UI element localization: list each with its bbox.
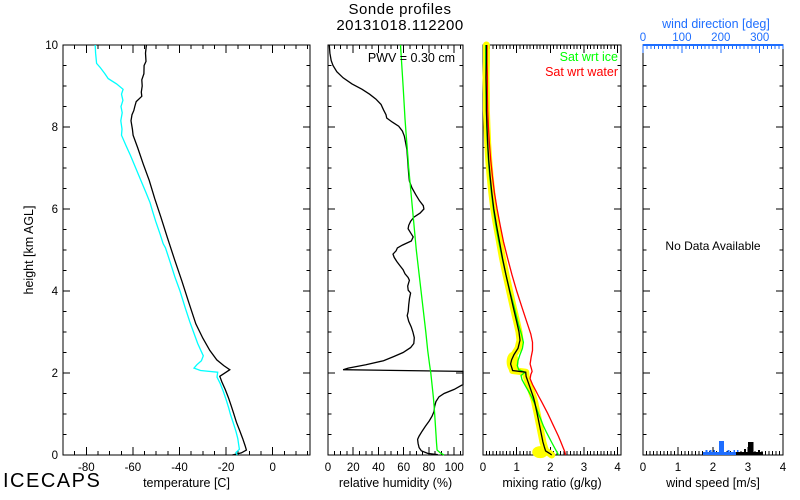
x-tick-label: -20 xyxy=(218,462,235,474)
sat-wrt-ice-line xyxy=(485,45,559,456)
x-tick-label: 60 xyxy=(397,462,410,474)
y-tick-label: 8 xyxy=(52,122,58,134)
saturation-threshold-line xyxy=(399,44,445,456)
temperature-series xyxy=(94,44,248,456)
x-tick-label: 4 xyxy=(780,462,787,474)
wind-direction-tick-label: 0 xyxy=(640,32,646,44)
x-tick-label: 3 xyxy=(581,462,587,474)
relative-humidity-series xyxy=(328,44,464,456)
sat-wrt-water-line xyxy=(486,45,567,456)
relative-humidity-axes: 0 20 40 60 80 100 xyxy=(325,44,464,474)
wind-direction-tick-label: 200 xyxy=(711,32,730,44)
y-tick-label: 4 xyxy=(52,286,59,298)
wind-speed-histogram-black xyxy=(736,442,764,455)
x-tick-label: 80 xyxy=(423,462,436,474)
x-tick-label: 2 xyxy=(710,462,716,474)
mixing-ratio-axis-label: mixing ratio (g/kg) xyxy=(502,476,602,490)
sat-ice-label: Sat wrt ice xyxy=(559,50,618,64)
x-tick-label: 20 xyxy=(347,462,360,474)
wind-speed-histogram-blue xyxy=(703,441,739,455)
temperature-line xyxy=(130,44,248,456)
icecaps-watermark: ICECAPS xyxy=(3,470,102,492)
pwv-annotation: PWV = 0.30 cm xyxy=(367,51,455,65)
chart-subtitle-datetime: 20131018.112200 xyxy=(336,17,464,34)
x-tick-label: 0 xyxy=(640,462,646,474)
x-tick-label: 1 xyxy=(675,462,681,474)
x-tick-label: 3 xyxy=(745,462,751,474)
y-tick-label: 0 xyxy=(52,450,58,462)
humidity-axis-label: relative humidity (%) xyxy=(338,476,453,490)
x-tick-label: 0 xyxy=(480,462,486,474)
y-tick-label: 2 xyxy=(52,368,58,380)
mixing-ratio-series xyxy=(482,41,567,459)
y-axis-label: height [km AGL] xyxy=(22,205,37,295)
temperature-axes: -80 -60 -40 -20 0 0 2 4 6 8 10 xyxy=(45,40,311,474)
x-tick-label: 40 xyxy=(372,462,385,474)
relative-humidity-line xyxy=(328,44,464,456)
x-tick-label: -40 xyxy=(171,462,188,474)
x-tick-label: -60 xyxy=(125,462,142,474)
y-tick-label: 10 xyxy=(45,40,58,52)
x-tick-label: -80 xyxy=(78,462,95,474)
temperature-axis-label: temperature [C] xyxy=(143,476,230,490)
sat-water-label: Sat wrt water xyxy=(545,65,618,79)
wind-series xyxy=(703,441,764,455)
x-tick-label: 0 xyxy=(325,462,331,474)
x-tick-label: 100 xyxy=(445,462,464,474)
wind-direction-axis-label: wind direction [deg] xyxy=(662,17,770,31)
x-tick-label: 1 xyxy=(513,462,519,474)
mixing-ratio-line xyxy=(485,45,553,456)
x-tick-label: 4 xyxy=(614,462,621,474)
y-tick-label: 6 xyxy=(52,204,58,216)
mixing-ratio-uncertainty-band xyxy=(482,41,556,459)
x-tick-label: 2 xyxy=(547,462,553,474)
wind-direction-tick-label: 100 xyxy=(672,32,691,44)
x-tick-label: 0 xyxy=(270,462,276,474)
no-data-message: No Data Available xyxy=(665,239,761,253)
dewpoint-line xyxy=(94,44,241,456)
wind-speed-axis-label: wind speed [m/s] xyxy=(666,476,760,490)
wind-direction-tick-label: 300 xyxy=(750,32,769,44)
chart-title: Sonde profiles xyxy=(348,1,452,18)
